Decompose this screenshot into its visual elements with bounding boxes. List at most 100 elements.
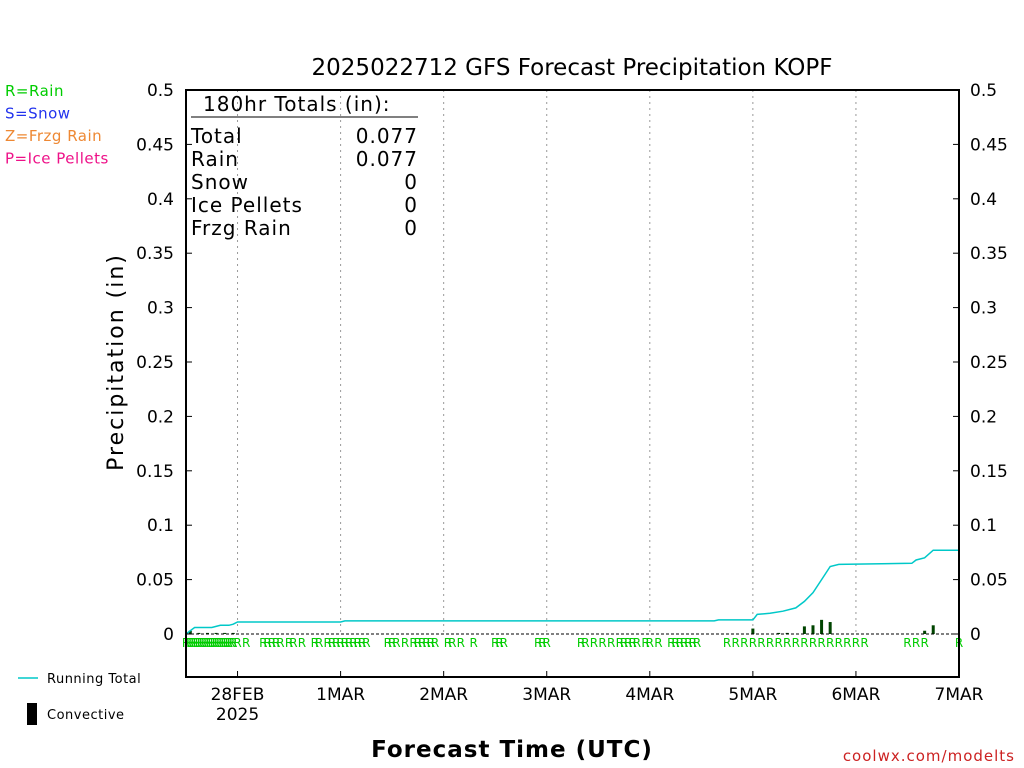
rain-marker: R [920, 636, 928, 650]
rain-marker: R [227, 636, 235, 650]
totals-row-label: Total [190, 124, 243, 148]
totals-row-label: Rain [191, 147, 239, 171]
rain-marker: R [624, 636, 632, 650]
totals-row-value: 0 [404, 193, 418, 217]
rain-marker: R [912, 636, 920, 650]
y-tick-label-left: 0.35 [136, 244, 174, 264]
rain-marker: R [298, 636, 306, 650]
convective-bar [214, 632, 218, 634]
x-tick-sublabel: 2025 [216, 705, 259, 725]
rain-marker: R [324, 636, 332, 650]
precip-type-key-item: R=Rain [5, 82, 64, 100]
plot-frame [185, 89, 960, 678]
y-tick-label-right: 0.15 [970, 462, 1008, 482]
rain-marker: R [676, 636, 684, 650]
rain-marker: R [448, 636, 456, 650]
rain-marker: R [272, 636, 280, 650]
rain-marker: R [646, 636, 654, 650]
rain-marker: R [766, 636, 774, 650]
convective-bar [188, 630, 192, 634]
vertical-gridlines [237, 90, 857, 634]
y-tick-label-left: 0.3 [147, 299, 174, 319]
rain-marker: R [188, 636, 196, 650]
x-tick-label: 3MAR [522, 685, 571, 705]
rain-marker: R [336, 636, 344, 650]
rain-marker: R [193, 636, 201, 650]
rain-marker: R [809, 636, 817, 650]
rain-marker: R [852, 636, 860, 650]
convective-bar [777, 632, 781, 634]
rain-marker: R [732, 636, 740, 650]
rain-marker: R [203, 636, 211, 650]
rain-marker: R [384, 636, 392, 650]
rain-marker: R [500, 636, 508, 650]
y-tick-label-left: 0.5 [147, 81, 174, 101]
x-tick-label: 28FEB [211, 685, 265, 705]
totals-row-value: 0 [404, 216, 418, 240]
rain-marker: R [534, 636, 542, 650]
rain-marker: R [311, 636, 319, 650]
rain-marker: R [491, 636, 499, 650]
y-tick-label-right: 0.1 [970, 516, 997, 536]
rain-marker: R [792, 636, 800, 650]
totals-row-label: Frzg Rain [191, 216, 292, 240]
rain-marker: R [259, 636, 267, 650]
rain-marker: R [680, 636, 688, 650]
y-tick-label-right: 0.4 [970, 190, 997, 210]
y-tick-label-left: 0.25 [136, 353, 174, 373]
convective-bar [205, 632, 209, 634]
rain-marker: R [341, 636, 349, 650]
convective-bar [785, 632, 789, 634]
rain-marker: R [345, 636, 353, 650]
rain-marker: R [693, 636, 701, 650]
rain-marker: R [654, 636, 662, 650]
rain-marker: R [431, 636, 439, 650]
rain-marker: R [233, 636, 241, 650]
y-axis-label: Precipitation (in) [104, 253, 129, 471]
x-tick-label: 6MAR [831, 685, 880, 705]
rain-marker: R [388, 636, 396, 650]
rain-marker: R [581, 636, 589, 650]
rain-marker: R [826, 636, 834, 650]
rain-marker: R [214, 636, 222, 650]
x-axis-label: Forecast Time (UTC) [371, 737, 653, 763]
rain-marker: R [607, 636, 615, 650]
rain-marker: R [218, 636, 226, 650]
rain-marker: R [184, 636, 192, 650]
y-tick-label-left: 0.45 [136, 135, 174, 155]
rain-marker: R [633, 636, 641, 650]
rain-marker: R [577, 636, 585, 650]
rain-marker: R [409, 636, 417, 650]
y-tick-label-right: 0.05 [970, 571, 1008, 591]
rain-marker: R [263, 636, 271, 650]
y-tick-label-right: 0.5 [970, 81, 997, 101]
rain-marker: R [195, 636, 203, 650]
totals-row-value: 0.077 [356, 147, 418, 171]
totals-row-value: 0 [404, 170, 418, 194]
rain-marker: R [843, 636, 851, 650]
rain-marker: R [328, 636, 336, 650]
rain-marker: R [225, 636, 233, 650]
rain-marker: R [543, 636, 551, 650]
precip-type-key: R=Rain S=Snow Z=Frzg Rain P=Ice Pellets [5, 82, 108, 168]
rain-marker: R [220, 636, 228, 650]
rain-marker: R [315, 636, 323, 650]
totals-rows: Total 0.077 Rain 0.077 Snow 0 Ice Pellets 0 Frzg… [190, 124, 418, 240]
y-tick-label-left: 0.2 [147, 407, 174, 427]
x-tick-label: 1MAR [316, 685, 365, 705]
rain-marker: R [903, 636, 911, 650]
rain-marker: R [414, 636, 422, 650]
convective-bar [197, 632, 201, 634]
y-tick-label-right: 0.3 [970, 299, 997, 319]
chart-legend: Running Total Convective [18, 672, 141, 725]
rain-marker: R [205, 636, 213, 650]
y-tick-label-left: 0 [163, 625, 174, 645]
rain-marker: R [358, 636, 366, 650]
rain-marker: R [392, 636, 400, 650]
y-axis-left: 0 0.05 0.1 0.15 0.2 0.25 0.3 0.35 0.4 0.45 0.5 [136, 81, 192, 645]
rain-marker: R [229, 636, 237, 650]
rain-marker: R [362, 636, 370, 650]
rain-marker: R [667, 636, 675, 650]
